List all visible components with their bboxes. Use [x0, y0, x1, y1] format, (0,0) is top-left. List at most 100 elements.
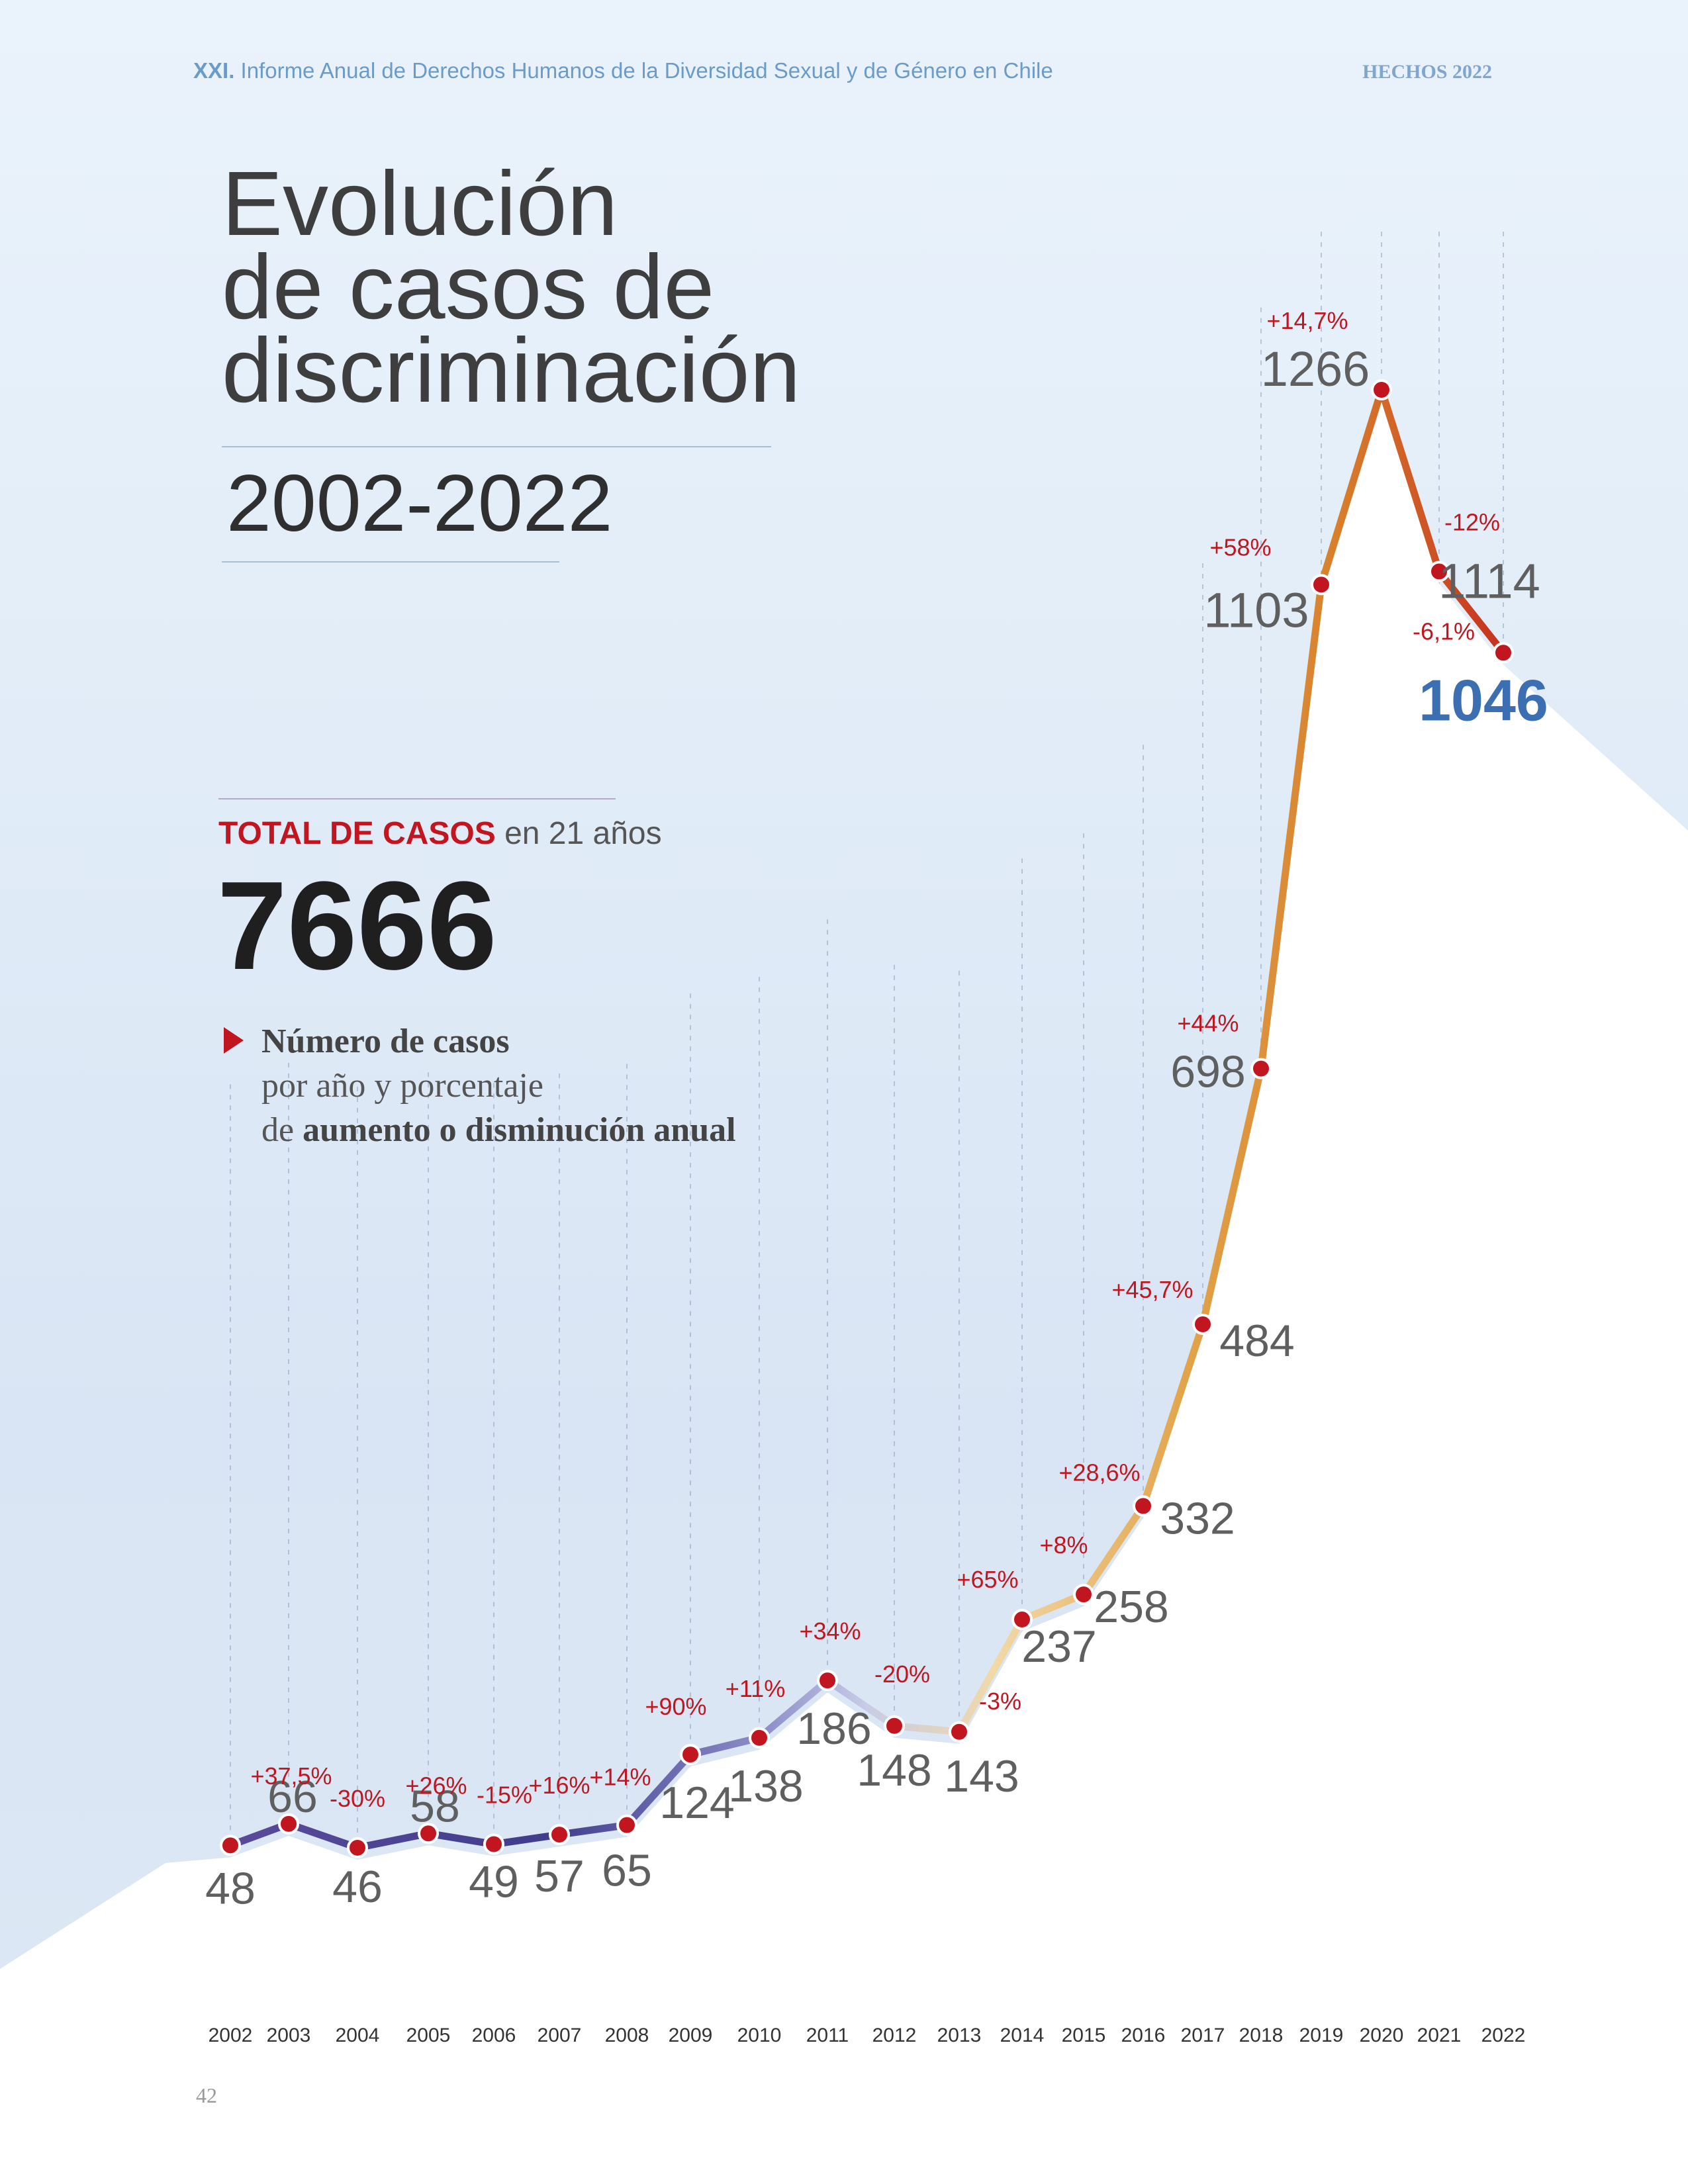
x-tick-2012: 2012: [872, 2025, 917, 2046]
triangle-bullet-icon: [224, 1027, 244, 1054]
value-label-2021: 1114: [1438, 553, 1540, 608]
x-tick-2009: 2009: [669, 2025, 713, 2046]
value-label-2011: 186: [796, 1704, 871, 1754]
data-point-2003: [278, 1813, 299, 1835]
total-divider: [218, 798, 616, 799]
pct-label-2010: +11%: [726, 1675, 785, 1702]
value-label-2009: 124: [659, 1778, 734, 1828]
title-line-3: discriminación: [222, 320, 801, 422]
data-point-2005: [418, 1823, 439, 1844]
x-tick-2004: 2004: [336, 2025, 380, 2046]
x-tick-2014: 2014: [1000, 2025, 1045, 2046]
data-point-2017: [1192, 1314, 1213, 1336]
data-point-2015: [1073, 1584, 1094, 1606]
value-label-2003: 66: [267, 1772, 318, 1822]
pct-label-2004: -30%: [330, 1785, 385, 1812]
total-label: TOTAL DE CASOS en 21 años: [218, 815, 662, 852]
value-label-2014: 237: [1021, 1621, 1096, 1672]
pct-label-2012: -20%: [874, 1661, 930, 1688]
x-tick-2018: 2018: [1239, 2025, 1284, 2046]
total-label-bold: TOTAL DE CASOS: [218, 816, 496, 851]
x-tick-2015: 2015: [1062, 2025, 1106, 2046]
pct-label-2015: +8%: [1039, 1531, 1088, 1559]
page-number: 42: [196, 2083, 217, 2107]
x-tick-2008: 2008: [605, 2025, 649, 2046]
x-tick-2021: 2021: [1417, 2025, 1462, 2046]
x-tick-2013: 2013: [937, 2025, 982, 2046]
page-title: Evolución de casos de discriminación: [222, 153, 801, 422]
value-label-2013: 143: [944, 1751, 1019, 1801]
title-line-2: de casos de: [222, 236, 715, 338]
value-label-2018: 698: [1170, 1047, 1245, 1097]
value-label-2007: 57: [534, 1851, 585, 1901]
data-point-2022: [1493, 642, 1514, 664]
x-tick-2007: 2007: [538, 2025, 582, 2046]
x-tick-2019: 2019: [1299, 2025, 1344, 2046]
pct-label-2020: +14,7%: [1266, 307, 1348, 334]
value-label-2002: 48: [205, 1863, 256, 1913]
pct-label-2016: +28,6%: [1058, 1459, 1140, 1486]
pct-label-2017: +45,7%: [1111, 1276, 1193, 1303]
title-year-range: 2002-2022: [226, 458, 613, 548]
description-bold-3: aumento o disminución anual: [303, 1111, 736, 1149]
x-tick-2017: 2017: [1181, 2025, 1225, 2046]
data-point-2020: [1371, 379, 1392, 400]
description-bold-1: Número de casos: [261, 1023, 510, 1060]
data-point-2013: [949, 1721, 970, 1743]
description-line-2: por año y porcentaje: [261, 1067, 543, 1105]
data-point-2009: [680, 1744, 701, 1766]
pct-label-2013: -3%: [979, 1688, 1021, 1715]
x-tick-2005: 2005: [406, 2025, 451, 2046]
data-point-2014: [1011, 1609, 1033, 1631]
data-point-2006: [483, 1833, 504, 1855]
header-publication: XXI. Informe Anual de Derechos Humanos d…: [193, 58, 1053, 83]
data-point-2011: [817, 1670, 838, 1692]
x-tick-2002: 2002: [209, 2025, 253, 2046]
pct-label-2022: -6,1%: [1413, 617, 1475, 645]
value-label-2004: 46: [332, 1862, 383, 1912]
title-line-1: Evolución: [222, 153, 618, 255]
chart-description: Número de casos por año y porcentaje de …: [261, 1019, 736, 1152]
pct-label-2019: +58%: [1209, 533, 1271, 561]
pct-label-2011: +34%: [799, 1617, 861, 1645]
data-point-2004: [347, 1837, 368, 1858]
x-tick-2020: 2020: [1360, 2025, 1404, 2046]
range-divider: [222, 561, 559, 563]
data-point-2018: [1250, 1058, 1272, 1079]
value-label-2022: 1046: [1419, 667, 1548, 733]
title-divider: [222, 446, 771, 447]
header-section: HECHOS 2022: [1362, 61, 1492, 83]
header-prefix: XXI.: [193, 58, 235, 83]
total-value: 7666: [217, 856, 497, 996]
pct-label-2007: +16%: [528, 1772, 590, 1799]
pct-label-2006: -15%: [477, 1782, 532, 1809]
data-point-2012: [884, 1715, 905, 1737]
x-tick-2011: 2011: [806, 2025, 849, 2046]
pct-label-2009: +90%: [645, 1693, 706, 1720]
pct-label-2018: +44%: [1177, 1010, 1239, 1037]
data-point-2007: [549, 1824, 570, 1846]
value-label-2020: 1266: [1261, 341, 1370, 396]
data-point-2002: [220, 1835, 241, 1856]
x-tick-2022: 2022: [1481, 2025, 1526, 2046]
description-line-3-prefix: de: [261, 1111, 295, 1149]
value-label-2008: 65: [602, 1846, 652, 1896]
pct-label-2005: +26%: [405, 1772, 467, 1799]
value-label-2015: 258: [1094, 1582, 1168, 1632]
data-point-2010: [749, 1727, 770, 1749]
x-tick-2003: 2003: [267, 2025, 311, 2046]
value-label-2019: 1103: [1203, 582, 1309, 637]
value-label-2017: 484: [1219, 1316, 1294, 1366]
pct-label-2021: -12%: [1444, 508, 1500, 535]
x-tick-2006: 2006: [472, 2025, 516, 2046]
value-label-2010: 138: [728, 1761, 803, 1811]
data-point-2008: [616, 1814, 637, 1836]
x-tick-2016: 2016: [1121, 2025, 1166, 2046]
x-tick-2010: 2010: [737, 2025, 782, 2046]
data-point-2016: [1133, 1495, 1154, 1517]
pct-label-2014: +65%: [957, 1566, 1018, 1593]
data-point-2021: [1429, 561, 1450, 582]
pct-label-2008: +14%: [589, 1764, 651, 1791]
total-label-rest: en 21 años: [504, 816, 662, 851]
